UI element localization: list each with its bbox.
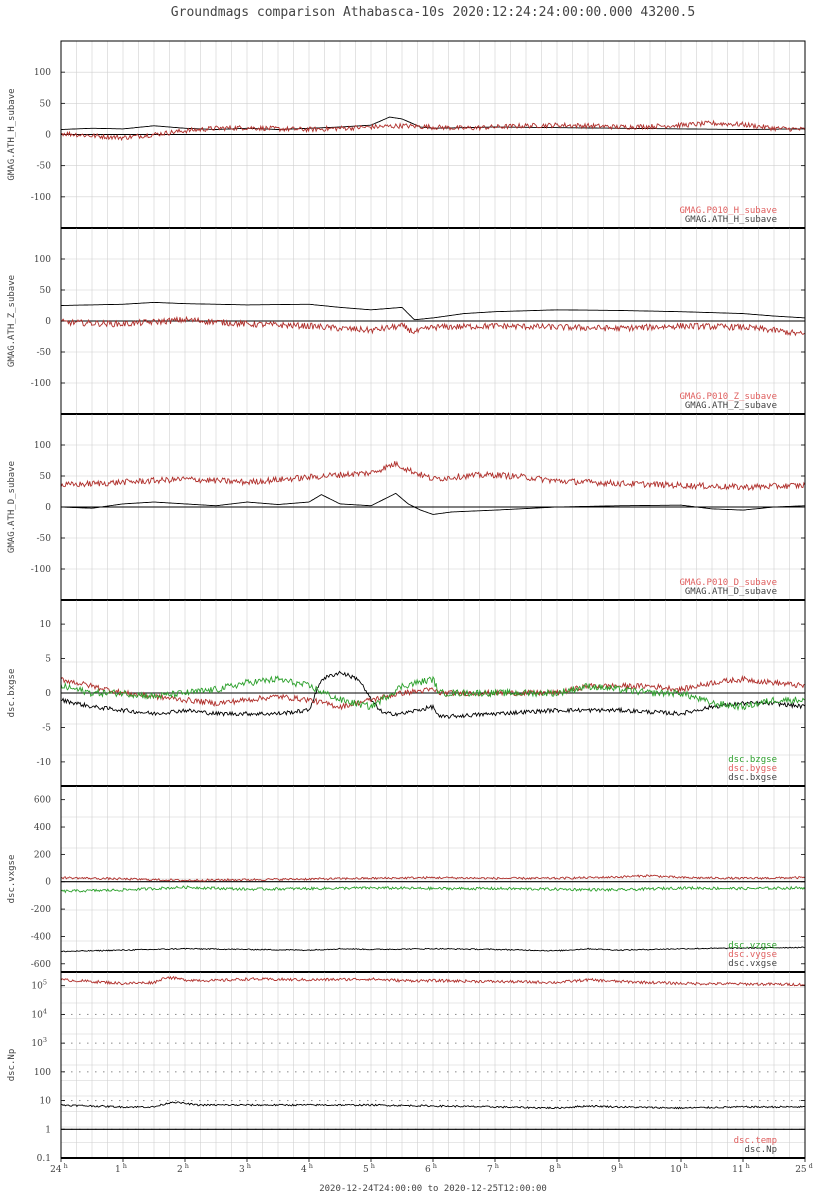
legend-entry: dsc.temp — [734, 1136, 777, 1146]
series-line — [60, 460, 806, 492]
y-tick-label: 1 — [45, 1125, 51, 1135]
y-tick-label: 0 — [45, 131, 51, 141]
y-tick-label: 10 — [40, 1097, 52, 1107]
series-line — [61, 492, 805, 515]
y-axis-label: GMAG.ATH_D_subave — [7, 461, 17, 553]
legend-entry: dsc.bxgse — [728, 773, 777, 783]
series-line — [60, 975, 806, 987]
x-tick-label: 24 h — [50, 1162, 68, 1175]
y-tick-label: 0 — [45, 878, 51, 888]
y-tick-label: 400 — [34, 823, 51, 833]
panel-4: 1050-5-10dsc.bxgsedsc.bzgsedsc.bygsedsc.… — [7, 599, 806, 787]
y-tick-label: -400 — [31, 932, 51, 942]
series-line — [60, 670, 806, 719]
panel-5: 600 400 200 0 -200 -400 -600 dsc.vxgse dsc.vzgse… — [7, 785, 806, 973]
y-tick-label: 50 — [40, 99, 52, 109]
x-tick-label: 11 h — [732, 1162, 750, 1175]
series-line — [61, 119, 806, 142]
legend-entry: dsc.Np — [744, 1145, 777, 1155]
y-tick-label: 50 — [40, 286, 52, 296]
y-tick-label: 0.1 — [37, 1154, 51, 1164]
series-line — [61, 301, 806, 321]
y-tick-label: 104 — [31, 1007, 47, 1020]
series-line — [60, 1101, 806, 1110]
x-tick-label: 10 h — [670, 1162, 688, 1175]
y-tick-label: 0 — [45, 689, 51, 699]
y-tick-label: 100 — [34, 441, 51, 451]
y-axis-label: GMAG.ATH_Z_subave — [7, 275, 17, 367]
y-tick-label: 0 — [45, 317, 51, 327]
legend-entry: dsc.bygse — [728, 764, 777, 774]
y-axis-label: GMAG.ATH_H_subave — [7, 88, 17, 180]
y-tick-label: -50 — [37, 162, 52, 172]
y-tick-label: 10 — [40, 620, 52, 630]
legend-entry: dsc.bzgse — [728, 755, 777, 765]
y-tick-label: -50 — [37, 534, 52, 544]
y-tick-label: -100 — [31, 379, 51, 389]
legend-entry: dsc.vxgse — [728, 959, 777, 969]
time-range-label: 2020-12-24T24:00:00 to 2020-12-25T12:00:… — [319, 1184, 547, 1194]
y-tick-label: -5 — [42, 723, 51, 733]
panel-3: 100500-50-100GMAG.ATH_D_subaveGMAG.P010_… — [7, 413, 806, 601]
panel-1: 100500-50-100GMAG.ATH_H_subaveGMAG.P010_… — [7, 40, 806, 229]
y-tick-label: -10 — [37, 758, 52, 768]
panels: 100500-50-100GMAG.ATH_H_subaveGMAG.P010_… — [7, 40, 806, 1164]
legend-entry: GMAG.ATH_Z_subave — [685, 401, 777, 411]
legend-entry: GMAG.ATH_D_subave — [685, 587, 777, 597]
y-tick-label: 103 — [31, 1036, 47, 1049]
series-line — [60, 874, 806, 882]
time-axis: 24 h 1 h 2 h 3 h 4 h 5 h 6 h 7 h 8 h 9 h 10 h 11 h 25 d — [50, 1158, 813, 1175]
y-tick-label: 0 — [45, 503, 51, 513]
y-tick-label: 5 — [45, 655, 51, 665]
series-line — [61, 116, 805, 130]
panel-2: 100500-50-100GMAG.ATH_Z_subaveGMAG.P010_… — [7, 227, 806, 415]
legend-entry: dsc.vygse — [728, 950, 777, 960]
y-axis-label: dsc.Np — [7, 1049, 17, 1082]
y-axis-label: dsc.bxgse — [7, 669, 17, 718]
series-line — [60, 946, 806, 953]
y-tick-label: 600 — [34, 796, 51, 806]
chart-title: Groundmags comparison Athabasca-10s 2020… — [171, 5, 695, 20]
y-tick-label: 100 — [34, 68, 51, 78]
y-tick-label: -600 — [31, 960, 51, 970]
y-tick-label: -100 — [31, 565, 51, 575]
y-tick-label: 100 — [34, 255, 51, 265]
legend-entry: GMAG.P010_H_subave — [679, 206, 777, 216]
series-line — [60, 674, 805, 711]
legend-entry: GMAG.ATH_H_subave — [685, 215, 777, 225]
y-tick-label: -200 — [31, 905, 51, 915]
y-tick-label: 105 — [31, 979, 47, 992]
y-tick-label: 100 — [34, 1068, 51, 1078]
y-tick-label: 200 — [34, 850, 51, 860]
legend-entry: dsc.vzgse — [728, 941, 777, 951]
series-line — [60, 315, 806, 337]
x-tick-label: 25 d — [795, 1162, 813, 1175]
y-tick-label: -100 — [31, 193, 51, 203]
y-tick-label: -50 — [37, 348, 52, 358]
legend-entry: GMAG.P010_D_subave — [679, 578, 777, 588]
legend-entry: GMAG.P010_Z_subave — [679, 392, 777, 402]
y-tick-label: 50 — [40, 472, 52, 482]
series-line — [60, 885, 806, 894]
series-line — [60, 675, 806, 712]
y-axis-label: dsc.vxgse — [7, 855, 17, 904]
